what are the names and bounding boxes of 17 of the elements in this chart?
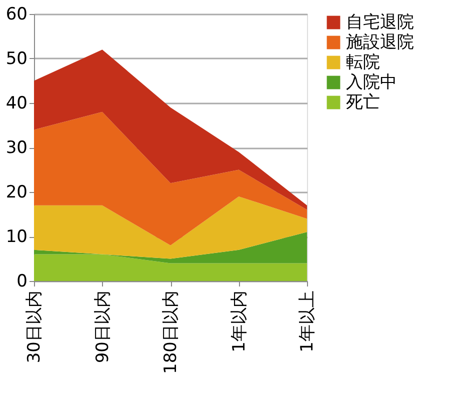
legend-label: 死亡: [346, 92, 380, 112]
legend-label: 自宅退院: [346, 12, 414, 32]
y-tick-label: 10: [6, 227, 28, 247]
y-tick-label: 40: [6, 94, 28, 114]
y-tick-label: 50: [6, 49, 28, 69]
legend-label: 転院: [346, 52, 380, 72]
y-tick-label: 0: [16, 272, 28, 292]
y-tick-label: 20: [6, 182, 28, 202]
x-tick-label: 180日以内: [161, 290, 181, 374]
x-tick-label: 30日以内: [24, 290, 44, 364]
y-tick-label: 30: [6, 138, 28, 158]
legend-label: 施設退院: [346, 32, 414, 52]
x-tick-label: 1年以上: [298, 290, 318, 352]
legend-label: 入院中: [346, 72, 397, 92]
x-tick-label: 90日以内: [92, 290, 113, 364]
x-tick-label: 1年以内: [229, 290, 250, 352]
y-tick-label: 60: [6, 4, 28, 24]
